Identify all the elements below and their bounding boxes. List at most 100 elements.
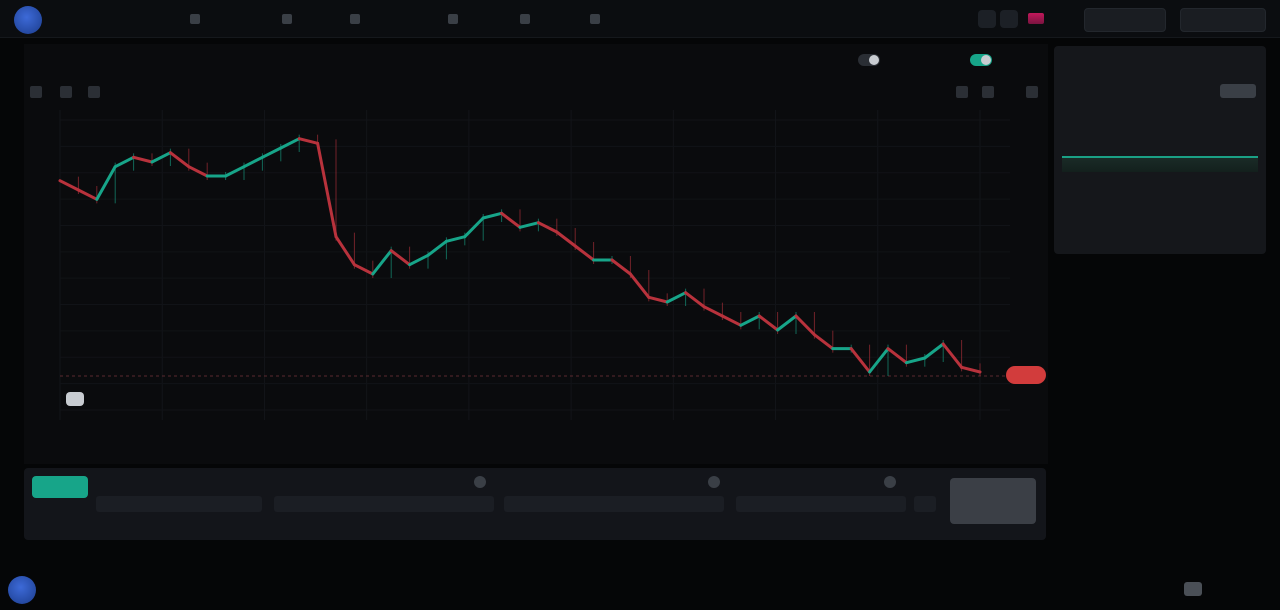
- price-segment: [150, 151, 172, 164]
- price-segment: [868, 347, 890, 374]
- price-segment: [132, 155, 154, 164]
- price-segment: [665, 291, 688, 304]
- toggle-switch-2[interactable]: [970, 54, 992, 66]
- submit-order-button[interactable]: [950, 478, 1036, 524]
- field-toggle-1[interactable]: [474, 476, 486, 488]
- market-info-panel: [1054, 46, 1266, 254]
- pool-icon: [350, 14, 360, 24]
- max-button[interactable]: [914, 496, 936, 512]
- nav-item-more[interactable]: [590, 11, 605, 27]
- candles-group: [58, 134, 982, 376]
- price-segment: [941, 342, 964, 369]
- chart-settings-icon[interactable]: [1026, 86, 1038, 98]
- language-flag-icon[interactable]: [1028, 13, 1044, 24]
- price-segment: [242, 155, 264, 169]
- more-icon: [590, 14, 600, 24]
- buy-tab[interactable]: [32, 476, 88, 498]
- price-segment: [886, 347, 908, 365]
- price-segment: [720, 314, 743, 327]
- price-segment: [776, 314, 798, 332]
- price-segment: [444, 235, 467, 243]
- social-icon[interactable]: [1184, 582, 1202, 596]
- price-chart[interactable]: [30, 100, 1030, 440]
- sell-tab[interactable]: [94, 476, 134, 498]
- price-segment: [260, 146, 283, 159]
- field-toggle-2[interactable]: [708, 476, 720, 488]
- toggle-group-1[interactable]: [850, 54, 880, 66]
- price-segment: [794, 314, 816, 337]
- price-segment: [58, 179, 80, 192]
- nav-item-vault[interactable]: [520, 11, 535, 27]
- side-badge: [1220, 84, 1256, 98]
- price-segment: [573, 244, 596, 262]
- swap-icon: [282, 14, 292, 24]
- chart-grid: [59, 110, 1010, 420]
- price-segment: [76, 188, 99, 201]
- screenshot-icon[interactable]: [956, 86, 968, 98]
- price-segment: [463, 216, 485, 239]
- price-segment: [647, 295, 669, 304]
- price-segment: [610, 258, 632, 276]
- price-segment: [555, 230, 577, 248]
- nav-item-swap[interactable]: [282, 11, 297, 27]
- price-segment: [739, 314, 761, 327]
- stake-icon: [448, 14, 458, 24]
- price-segment: [168, 151, 191, 169]
- price-input[interactable]: [274, 496, 494, 512]
- nav-item-trade[interactable]: [190, 11, 205, 27]
- price-segment: [279, 137, 301, 150]
- price-segment: [408, 253, 430, 267]
- price-segment: [702, 305, 724, 318]
- chart-marker-icon[interactable]: [66, 392, 84, 406]
- price-segment: [960, 365, 982, 374]
- brand-logo[interactable]: [14, 6, 42, 34]
- price-segment: [628, 272, 651, 299]
- draw-icon[interactable]: [60, 86, 72, 98]
- price-segment: [316, 141, 338, 239]
- amount-input[interactable]: [96, 496, 262, 512]
- price-segment: [187, 165, 209, 178]
- field-toggle-3[interactable]: [884, 476, 896, 488]
- price-segment: [923, 342, 945, 360]
- network-icon[interactable]: [1000, 10, 1018, 28]
- footer-logo[interactable]: [8, 576, 36, 604]
- trade-panel: [24, 468, 1046, 540]
- price-segment: [518, 221, 540, 229]
- price-segment: [904, 356, 927, 365]
- price-segment: [95, 165, 117, 201]
- price-segment: [334, 235, 356, 267]
- price-segment: [684, 291, 706, 309]
- top-navigation: [0, 0, 1280, 38]
- toggle-group-2[interactable]: [962, 54, 992, 66]
- price-segment: [426, 239, 448, 257]
- fullscreen-icon[interactable]: [982, 86, 994, 98]
- vault-icon: [520, 14, 530, 24]
- connect-button[interactable]: [1084, 8, 1166, 32]
- chart-icon: [190, 14, 200, 24]
- price-segment: [757, 314, 780, 332]
- price-segment: [297, 137, 320, 145]
- price-segment: [849, 347, 872, 374]
- footer: [0, 570, 1280, 610]
- price-segment: [352, 263, 375, 276]
- price-segment: [500, 211, 522, 229]
- nav-item-pool[interactable]: [350, 11, 365, 27]
- price-segment: [481, 211, 504, 220]
- settings-icon[interactable]: [978, 10, 996, 28]
- price-segment: [536, 221, 559, 234]
- last-price-tag: [1006, 366, 1046, 384]
- price-segment: [389, 249, 412, 267]
- depth-bar: [1062, 156, 1258, 172]
- price-segment: [224, 165, 246, 178]
- price-segment: [812, 333, 835, 351]
- brand-name: [54, 13, 174, 24]
- leverage-input[interactable]: [504, 496, 724, 512]
- price-segment: [113, 155, 136, 169]
- nav-item-stake[interactable]: [448, 11, 463, 27]
- price-segment: [371, 249, 393, 276]
- wallet-button[interactable]: [1180, 8, 1266, 32]
- crosshair-icon[interactable]: [30, 86, 42, 98]
- toggle-switch-1[interactable]: [858, 54, 880, 66]
- indicator-icon[interactable]: [88, 86, 100, 98]
- total-input[interactable]: [736, 496, 906, 512]
